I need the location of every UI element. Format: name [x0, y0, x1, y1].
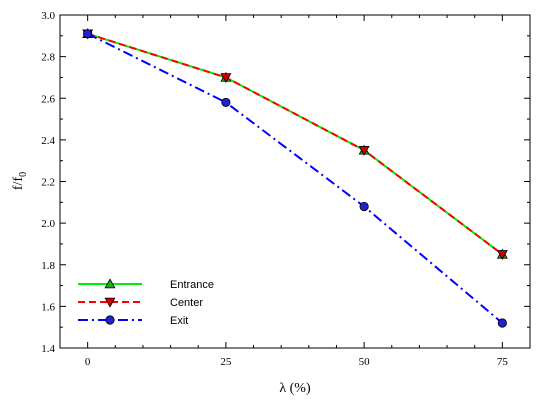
legend-label: Exit	[170, 315, 188, 327]
data-point	[221, 97, 231, 108]
series-line	[87, 32, 503, 256]
legend-marker	[104, 278, 116, 289]
data-point	[220, 73, 232, 84]
y-tick-label: 2.2	[41, 177, 55, 189]
plot-frame	[59, 14, 531, 349]
ticks-layer: 1.4 1.6 1.8 2.0 2.2 2.4 2.6 2.8 3.0 0 25 50 75	[41, 10, 530, 368]
y-tick-label: 1.4	[41, 343, 55, 355]
legend-item: Entrance	[78, 278, 214, 291]
series-center	[82, 29, 508, 260]
legend: Entrance Center Exit	[78, 278, 214, 327]
x-axis-label: λ (%)	[279, 381, 311, 396]
legend-label: Center	[170, 297, 203, 309]
y-tick-label: 1.8	[41, 260, 55, 272]
x-tick-label: 25	[220, 356, 232, 368]
y-axis-label-main: f/f	[11, 177, 26, 191]
y-tick-label: 2.0	[41, 218, 55, 230]
series-line	[87, 32, 503, 324]
data-point	[83, 29, 93, 39]
legend-item: Exit	[78, 315, 188, 327]
legend-marker	[105, 315, 115, 325]
data-point	[359, 201, 369, 212]
x-tick-label: 75	[497, 356, 509, 368]
data-point	[496, 250, 508, 260]
y-tick-label: 3.0	[41, 10, 55, 22]
series-exit	[83, 29, 507, 328]
x-tick-label: 50	[359, 356, 371, 368]
legend-label: Entrance	[170, 279, 214, 291]
series-line	[87, 32, 503, 256]
legend-marker	[104, 297, 116, 308]
y-tick-label: 2.6	[41, 93, 55, 105]
y-axis-label: f/f0	[11, 172, 29, 190]
x-tick-label: 0	[85, 356, 91, 368]
data-point	[358, 146, 370, 156]
y-axis-label-subscript: 0	[18, 172, 29, 177]
y-tick-label: 1.6	[41, 301, 55, 313]
data-point	[497, 318, 507, 328]
series-layer	[82, 28, 508, 328]
y-tick-label: 2.4	[41, 135, 55, 147]
y-tick-label: 2.8	[41, 52, 55, 64]
legend-item: Center	[78, 297, 203, 309]
